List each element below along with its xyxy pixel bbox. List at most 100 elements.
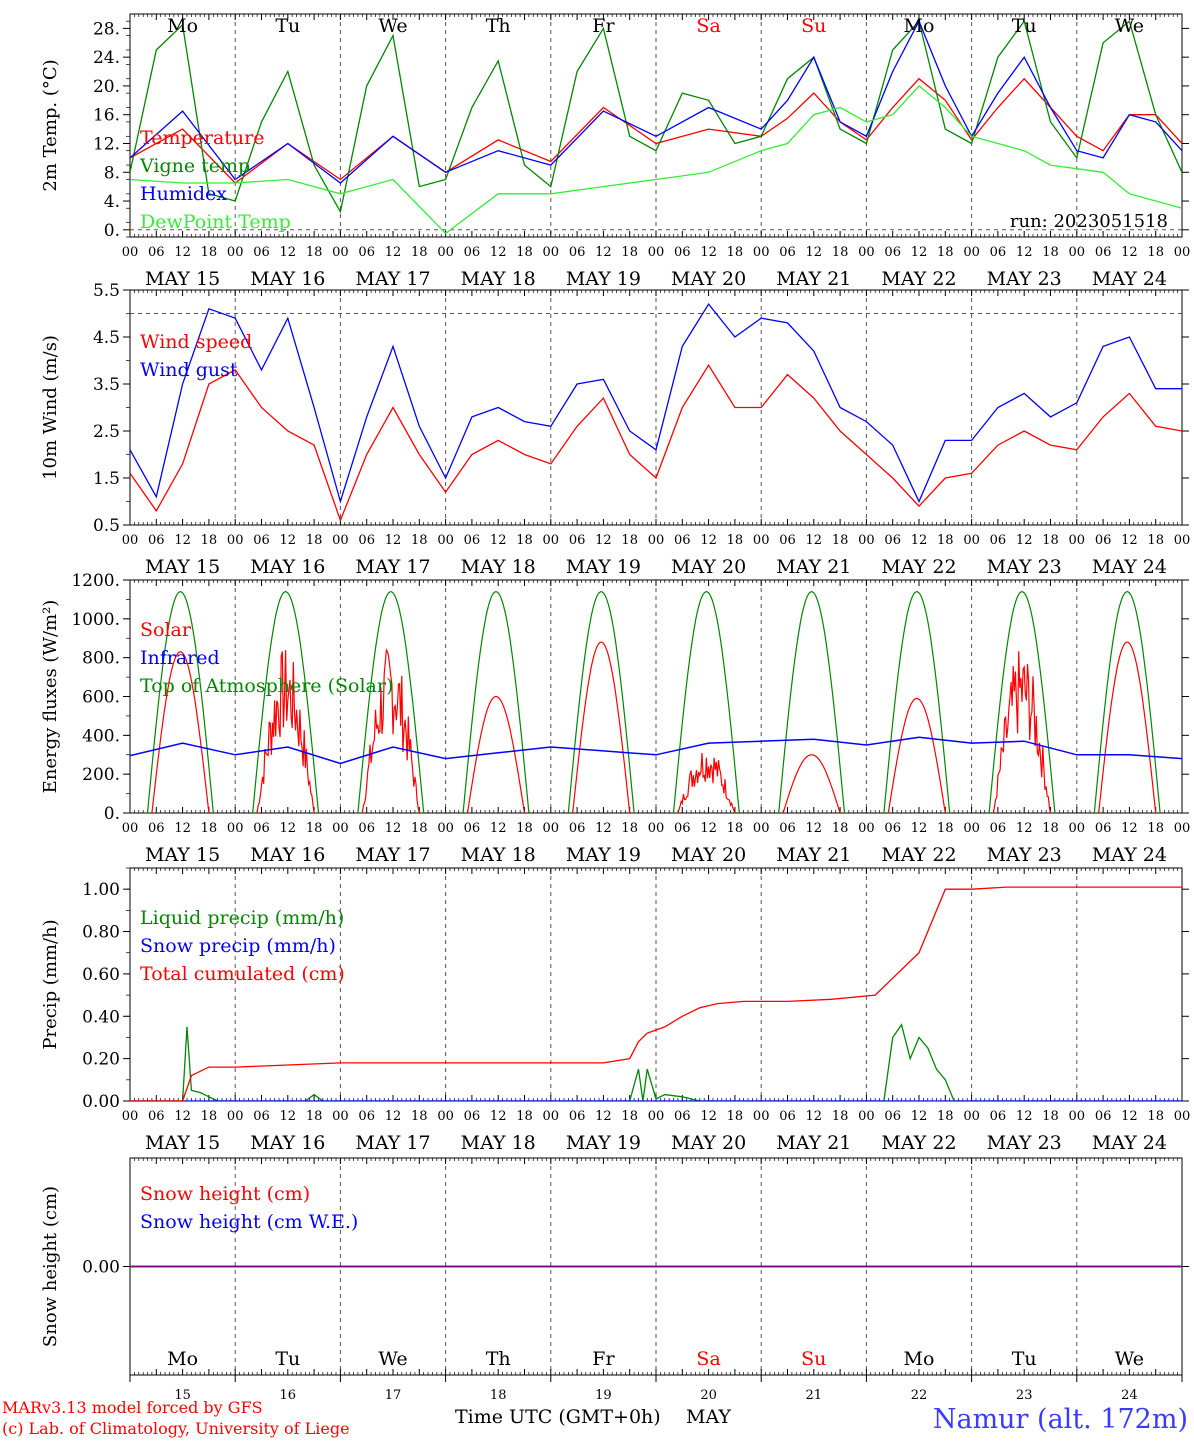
toa-solar-line [883,590,951,813]
y-tick-label: 0.00 [82,1092,120,1112]
y-tick-label: 28. [93,19,120,39]
day-number-label: 19 [595,1388,612,1403]
y-tick-label: 1.5 [93,469,120,489]
series-group [130,19,1182,235]
hour-tick-label: 06 [358,1109,375,1124]
date-label: MAY 17 [355,268,430,290]
hour-tick-label: 06 [464,533,481,548]
hour-tick-label: 18 [201,533,218,548]
hour-tick-label: 12 [806,245,823,260]
y-tick-label: 16. [93,106,120,126]
weekday-label: Sa [696,15,720,37]
hour-tick-label: 18 [411,245,428,260]
hour-tick-label: 06 [884,245,901,260]
hour-tick-label: 00 [1174,245,1191,260]
y-tick-label: 200. [82,765,120,785]
y-tick-label: 3.5 [93,375,120,395]
day-number-label: 17 [385,1388,402,1403]
y-axis-label: Energy fluxes (W/m²) [40,600,61,794]
hour-tick-label: 00 [543,533,560,548]
date-label: MAY 24 [1092,844,1167,866]
hour-tick-label: 06 [674,1109,691,1124]
date-label: MAY 17 [355,844,430,866]
weekday-label: Fr [592,1348,615,1370]
y-tick-label: 24. [93,48,120,68]
hour-tick-label: 06 [884,533,901,548]
hour-tick-label: 18 [1042,533,1059,548]
hour-tick-label: 00 [437,821,454,836]
legend-entry: Solar [140,619,192,641]
date-label: MAY 19 [566,268,641,290]
hour-tick-label: 18 [621,1109,638,1124]
hour-tick-label: 06 [464,821,481,836]
weekday-label: Su [801,1348,826,1370]
panel-precip: 0.00 0.20 0.40 0.60 0.80 1.00 Precip (mm/h) 00 0… [40,867,1191,1154]
hour-tick-label: 00 [122,533,139,548]
hour-tick-label: 06 [1095,245,1112,260]
date-label: MAY 18 [461,1132,536,1154]
hour-tick-label: 12 [595,821,612,836]
hour-tick-label: 00 [648,1109,665,1124]
series-line [130,1023,1182,1101]
hour-tick-label: 00 [753,1109,770,1124]
hour-tick-label: 00 [437,1109,454,1124]
hour-tick-label: 18 [832,533,849,548]
hour-tick-label: 18 [832,821,849,836]
hour-tick-label: 12 [385,533,402,548]
date-label: MAY 23 [987,268,1062,290]
day-number-label: 24 [1121,1388,1138,1403]
hour-tick-label: 12 [1016,533,1033,548]
toa-solar-line [672,590,740,813]
hour-tick-label: 00 [227,1109,244,1124]
hour-tick-label: 00 [1174,1109,1191,1124]
hour-tick-label: 00 [437,533,454,548]
hour-tick-label: 12 [1121,821,1138,836]
hour-tick-label: 18 [937,1109,954,1124]
hour-tick-label: 06 [358,533,375,548]
solar-line [887,697,946,813]
date-label: MAY 23 [987,1132,1062,1154]
panel-energy: 0. 200. 400. 600. 800. 1000. 1200. Energy fluxe… [40,571,1190,866]
date-label: MAY 22 [881,844,956,866]
y-tick-label: 0. [104,221,120,241]
weekday-label: Mo [904,1348,935,1370]
hour-tick-label: 06 [1095,821,1112,836]
hour-tick-label: 18 [937,533,954,548]
solar-line [677,752,736,813]
series-line [130,77,1182,184]
hour-tick-label: 18 [1147,245,1164,260]
y-tick-label: 8. [104,163,120,183]
hour-tick-label: 18 [306,533,323,548]
hour-tick-label: 18 [727,533,744,548]
hour-tick-label: 06 [674,245,691,260]
toa-solar-line [1093,590,1161,813]
hour-tick-label: 18 [937,245,954,260]
hour-tick-label: 18 [1147,821,1164,836]
y-tick-label: 4. [104,192,120,212]
date-label: MAY 20 [671,556,746,578]
hour-tick-label: 12 [806,533,823,548]
solar-line [151,651,210,813]
hour-tick-label: 06 [253,533,270,548]
hour-tick-label: 18 [727,1109,744,1124]
date-label: MAY 23 [987,844,1062,866]
hour-tick-label: 00 [332,245,349,260]
hour-tick-label: 18 [516,1109,533,1124]
y-tick-label: 1000. [71,610,120,630]
legend-entry: Vigne temp [139,155,250,177]
hour-tick-label: 12 [700,533,717,548]
date-label: MAY 21 [776,844,851,866]
date-label: MAY 17 [355,556,430,578]
panel-snow: 0.00 Snow height (cm) Snow height (cm) Snow… [40,1157,1189,1376]
toa-solar-line [778,590,846,813]
y-tick-label: 1200. [71,571,120,591]
hour-tick-label: 12 [280,533,297,548]
y-tick-label: 2.5 [93,422,120,442]
hour-tick-label: 12 [1121,533,1138,548]
y-tick-label: 0.20 [82,1050,120,1070]
run-label: run: 2023051518 [1010,211,1168,232]
solar-line [361,648,420,813]
toa-solar-line [357,590,425,813]
panel-wind: 0.5 1.5 2.5 3.5 4.5 5.5 10m Wind (m/s) 00 06 12 18… [40,281,1190,578]
